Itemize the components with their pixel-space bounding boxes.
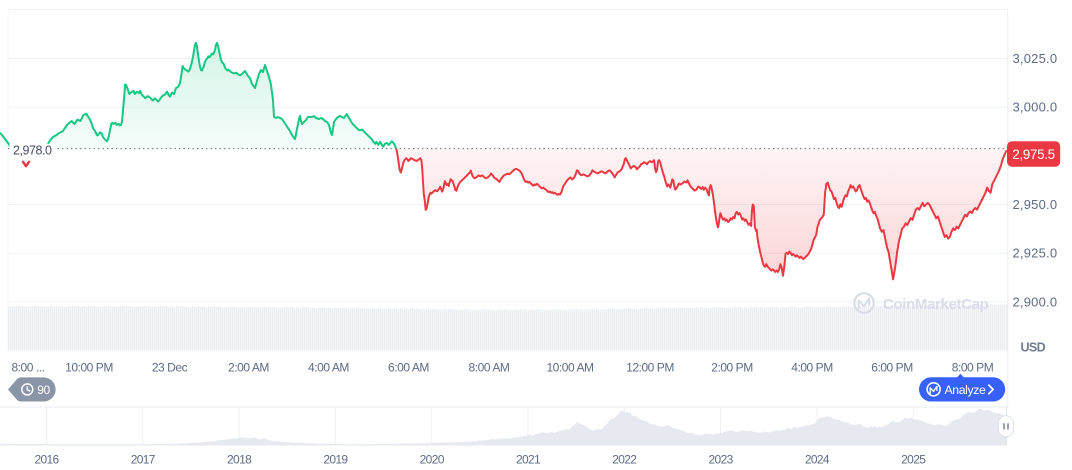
- svg-text:6:00 PM: 6:00 PM: [871, 361, 913, 375]
- svg-text:2022: 2022: [612, 453, 637, 467]
- svg-text:2,925.0: 2,925.0: [1013, 246, 1058, 261]
- svg-text:2,975.5: 2,975.5: [1012, 147, 1055, 162]
- svg-text:2021: 2021: [516, 453, 541, 467]
- svg-text:2016: 2016: [34, 453, 59, 467]
- svg-text:3,025.0: 3,025.0: [1013, 51, 1058, 66]
- svg-text:8:00 AM: 8:00 AM: [469, 361, 510, 375]
- svg-text:2018: 2018: [227, 453, 252, 467]
- svg-text:2019: 2019: [323, 453, 348, 467]
- svg-text:2023: 2023: [709, 453, 734, 467]
- svg-text:2020: 2020: [420, 453, 445, 467]
- svg-text:USD: USD: [1021, 341, 1046, 355]
- svg-text:23 Dec: 23 Dec: [152, 361, 188, 375]
- svg-text:4:00 PM: 4:00 PM: [791, 361, 833, 375]
- svg-text:2:00 PM: 2:00 PM: [711, 361, 753, 375]
- svg-text:2,978.0: 2,978.0: [13, 144, 52, 158]
- svg-text:2017: 2017: [131, 453, 156, 467]
- svg-text:2024: 2024: [805, 453, 830, 467]
- svg-text:2,900.0: 2,900.0: [1013, 294, 1058, 309]
- svg-text:90: 90: [37, 383, 50, 397]
- svg-text:2025: 2025: [901, 453, 926, 467]
- svg-text:Analyze: Analyze: [945, 383, 987, 397]
- svg-text:10:00 AM: 10:00 AM: [546, 361, 594, 375]
- svg-text:4:00 AM: 4:00 AM: [308, 361, 349, 375]
- svg-text:2:00 AM: 2:00 AM: [228, 361, 269, 375]
- svg-text:3,000.0: 3,000.0: [1013, 100, 1058, 115]
- svg-text:10:00 PM: 10:00 PM: [65, 361, 113, 375]
- svg-text:CoinMarketCap: CoinMarketCap: [883, 296, 989, 313]
- svg-text:2,950.0: 2,950.0: [1013, 197, 1058, 212]
- svg-text:8:00 ...: 8:00 ...: [11, 361, 44, 375]
- svg-text:6:00 AM: 6:00 AM: [388, 361, 429, 375]
- svg-text:12:00 PM: 12:00 PM: [626, 361, 674, 375]
- svg-text:8:00 PM: 8:00 PM: [952, 361, 994, 375]
